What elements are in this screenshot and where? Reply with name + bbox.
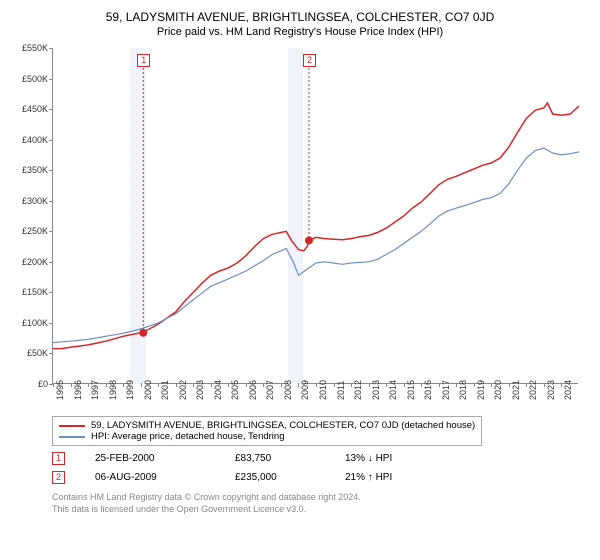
- plot-region: 12: [52, 48, 578, 384]
- x-axis-label: 1998: [108, 380, 118, 400]
- chart-marker-label: 1: [137, 54, 150, 67]
- y-axis-label: £200K: [22, 257, 48, 267]
- series-line-property: [53, 103, 579, 349]
- y-axis-label: £300K: [22, 196, 48, 206]
- x-axis-label: 2006: [248, 380, 258, 400]
- x-axis-label: 2020: [493, 380, 503, 400]
- sale-pct: 21% ↑ HPI: [345, 472, 425, 483]
- x-axis-label: 1996: [73, 380, 83, 400]
- x-axis-label: 1999: [125, 380, 135, 400]
- x-axis-label: 2021: [511, 380, 521, 400]
- legend-swatch: [59, 436, 85, 438]
- x-axis-label: 2019: [476, 380, 486, 400]
- x-axis-label: 2014: [388, 380, 398, 400]
- y-axis-label: £350K: [22, 165, 48, 175]
- x-axis-label: 2005: [230, 380, 240, 400]
- y-axis-label: £400K: [22, 135, 48, 145]
- x-axis-label: 2017: [441, 380, 451, 400]
- chart-marker-label: 2: [303, 54, 316, 67]
- footer-text: Contains HM Land Registry data © Crown c…: [52, 492, 590, 515]
- y-axis-label: £500K: [22, 74, 48, 84]
- line-chart-svg: [53, 48, 579, 384]
- legend-row: 59, LADYSMITH AVENUE, BRIGHTLINGSEA, COL…: [59, 420, 475, 431]
- x-axis-label: 2010: [318, 380, 328, 400]
- sale-date: 25-FEB-2000: [95, 453, 205, 464]
- x-axis-label: 2013: [371, 380, 381, 400]
- sale-row: 1 25-FEB-2000 £83,750 13% ↓ HPI: [52, 452, 590, 465]
- x-axis-label: 1997: [90, 380, 100, 400]
- legend-row: HPI: Average price, detached house, Tend…: [59, 431, 475, 442]
- chart-area: 12 £0£50K£100K£150K£200K£250K£300K£350K£…: [10, 44, 590, 414]
- y-axis-label: £550K: [22, 43, 48, 53]
- x-axis-label: 2004: [213, 380, 223, 400]
- legend: 59, LADYSMITH AVENUE, BRIGHTLINGSEA, COL…: [52, 416, 482, 446]
- footer-line-1: Contains HM Land Registry data © Crown c…: [52, 492, 590, 504]
- series-line-hpi: [53, 148, 579, 342]
- x-axis-label: 2012: [353, 380, 363, 400]
- sale-price: £83,750: [235, 453, 315, 464]
- legend-label: HPI: Average price, detached house, Tend…: [91, 431, 284, 442]
- x-axis-label: 2009: [300, 380, 310, 400]
- x-axis-label: 2008: [283, 380, 293, 400]
- footer-line-2: This data is licensed under the Open Gov…: [52, 504, 590, 516]
- y-axis-label: £150K: [22, 287, 48, 297]
- x-axis-label: 2024: [563, 380, 573, 400]
- x-axis-label: 1995: [55, 380, 65, 400]
- x-axis-label: 2011: [336, 381, 346, 400]
- x-axis-label: 2000: [143, 380, 153, 400]
- sale-marker-label: 1: [52, 452, 65, 465]
- chart-title: 59, LADYSMITH AVENUE, BRIGHTLINGSEA, COL…: [10, 10, 590, 24]
- x-axis-label: 2003: [195, 380, 205, 400]
- sale-date: 06-AUG-2009: [95, 472, 205, 483]
- sale-price: £235,000: [235, 472, 315, 483]
- x-axis-label: 2022: [528, 380, 538, 400]
- x-axis-label: 2018: [458, 380, 468, 400]
- x-axis-label: 2015: [406, 380, 416, 400]
- y-axis-label: £0: [38, 379, 48, 389]
- sale-marker-label: 2: [52, 471, 65, 484]
- y-axis-label: £450K: [22, 104, 48, 114]
- y-axis-label: £100K: [22, 318, 48, 328]
- x-axis-label: 2002: [178, 380, 188, 400]
- y-axis-label: £250K: [22, 226, 48, 236]
- x-axis-label: 2023: [546, 380, 556, 400]
- x-axis-label: 2001: [160, 380, 170, 400]
- y-axis-label: £50K: [27, 348, 48, 358]
- chart-subtitle: Price paid vs. HM Land Registry's House …: [10, 26, 590, 38]
- x-axis-label: 2016: [423, 380, 433, 400]
- sale-row: 2 06-AUG-2009 £235,000 21% ↑ HPI: [52, 471, 590, 484]
- legend-swatch: [59, 425, 85, 427]
- sale-pct: 13% ↓ HPI: [345, 453, 425, 464]
- x-axis-label: 2007: [265, 380, 275, 400]
- legend-label: 59, LADYSMITH AVENUE, BRIGHTLINGSEA, COL…: [91, 420, 475, 431]
